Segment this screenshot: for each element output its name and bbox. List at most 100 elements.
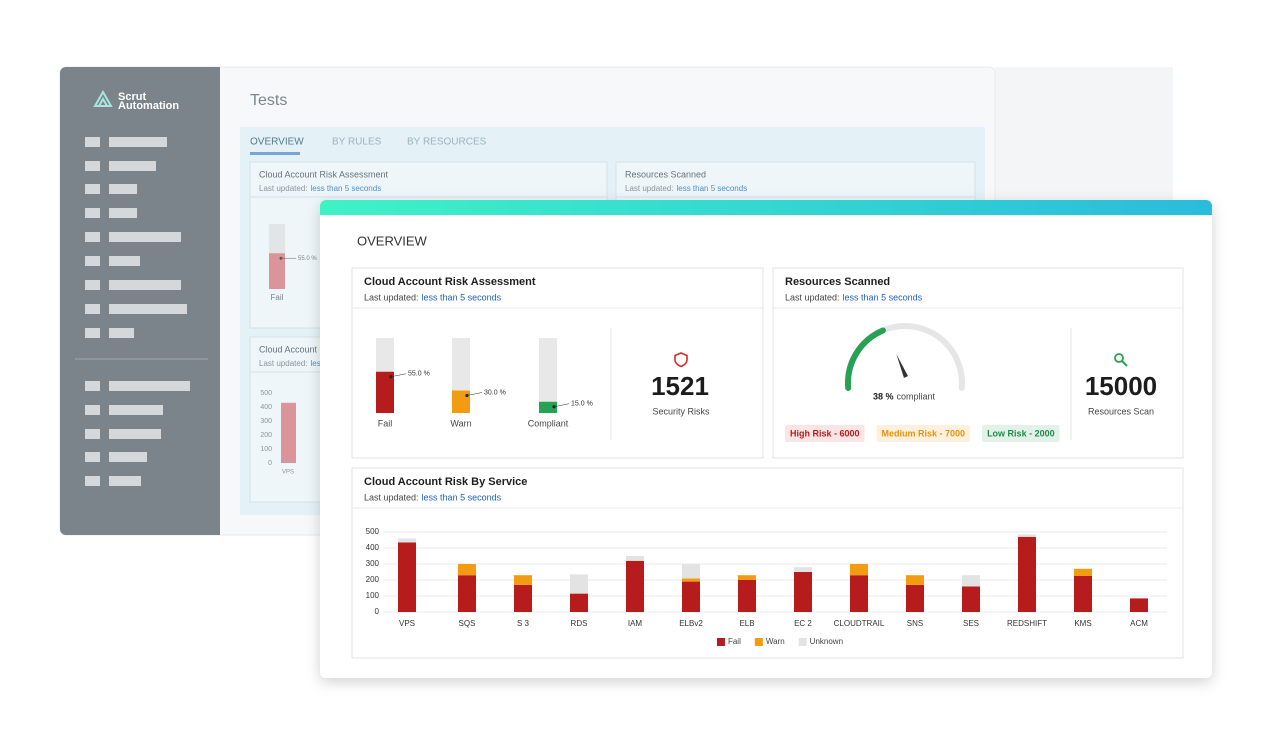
bar-label: 15.0 % bbox=[571, 401, 593, 408]
tab[interactable]: BY RESOURCES bbox=[407, 137, 487, 148]
card bbox=[351, 267, 764, 459]
top-band bbox=[320, 200, 1212, 215]
stat-value: 1521 bbox=[651, 371, 709, 401]
tab[interactable]: OVERVIEW bbox=[250, 137, 304, 148]
bar-segment bbox=[626, 556, 644, 561]
bar-segment bbox=[682, 578, 700, 582]
nav-icon[interactable] bbox=[85, 405, 100, 415]
updated-label: Last updated: bbox=[625, 184, 673, 193]
bar-segment bbox=[1130, 598, 1148, 612]
bar-segment bbox=[682, 581, 700, 612]
card bbox=[772, 267, 1184, 459]
nav-icon[interactable] bbox=[85, 184, 100, 194]
bar-segment bbox=[962, 575, 980, 587]
bar-segment bbox=[1074, 568, 1092, 576]
nav-icon[interactable] bbox=[85, 137, 100, 147]
nav-icon[interactable] bbox=[85, 476, 100, 486]
updated-label: Last updated: bbox=[364, 292, 419, 302]
nav-icon[interactable] bbox=[85, 381, 100, 391]
nav-icon[interactable] bbox=[85, 208, 100, 218]
legend-label: Warn bbox=[766, 637, 785, 646]
x-tick-label: IAM bbox=[628, 619, 643, 628]
updated-value: less than 5 seconds bbox=[843, 292, 923, 302]
nav-item[interactable] bbox=[109, 452, 147, 462]
nav-icon[interactable] bbox=[85, 328, 100, 338]
gauge-label: 38 % bbox=[873, 391, 894, 401]
x-tick-label: ELBv2 bbox=[679, 619, 703, 628]
bar-track bbox=[539, 338, 557, 413]
nav-icon[interactable] bbox=[85, 256, 100, 266]
card-title: Cloud Account Risk Assessment bbox=[364, 276, 536, 288]
y-tick-label: 100 bbox=[366, 591, 380, 600]
nav-item[interactable] bbox=[109, 280, 181, 290]
legend-label: Unknown bbox=[810, 637, 843, 646]
card-title: Resources Scanned bbox=[785, 276, 890, 288]
updated-label: Last updated: bbox=[785, 292, 840, 302]
nav-icon[interactable] bbox=[85, 429, 100, 439]
stat-label: Security Risks bbox=[652, 406, 710, 416]
gauge-fill bbox=[845, 327, 886, 391]
nav-icon[interactable] bbox=[85, 280, 100, 290]
bar-segment bbox=[398, 538, 416, 543]
x-tick-label: ACM bbox=[1130, 619, 1148, 628]
x-tick-label: S 3 bbox=[517, 619, 530, 628]
x-tick-label: CLOUDTRAIL bbox=[834, 619, 885, 628]
y-tick-label: 500 bbox=[260, 390, 272, 397]
bar-segment bbox=[626, 560, 644, 612]
nav-item[interactable] bbox=[109, 184, 137, 194]
card-title: Resources Scanned bbox=[625, 169, 706, 179]
nav-icon[interactable] bbox=[85, 452, 100, 462]
bar-segment bbox=[906, 584, 924, 612]
bar-label: 55.0 % bbox=[298, 256, 317, 262]
risk-badge bbox=[876, 425, 971, 442]
y-tick-label: 500 bbox=[366, 527, 380, 536]
nav-item[interactable] bbox=[109, 429, 161, 439]
nav-item[interactable] bbox=[109, 256, 140, 266]
bar-category: Warn bbox=[450, 418, 471, 428]
nav-item[interactable] bbox=[109, 232, 181, 242]
updated-label: Last updated: bbox=[259, 359, 307, 368]
legend-swatch bbox=[798, 638, 807, 646]
bar bbox=[376, 371, 394, 413]
nav-item[interactable] bbox=[109, 137, 167, 147]
risk-badge-text: Low Risk - 2000 bbox=[987, 428, 1055, 438]
x-tick-label: REDSHIFT bbox=[1007, 619, 1047, 628]
bar bbox=[539, 401, 557, 413]
bar-leader bbox=[466, 392, 483, 396]
bar-leader bbox=[553, 403, 570, 408]
bar-segment bbox=[738, 580, 756, 612]
bar-segment bbox=[738, 575, 756, 580]
logo-text: Scrut bbox=[118, 91, 146, 103]
bar-category: Fail bbox=[271, 293, 284, 302]
x-tick-label: VPS bbox=[282, 470, 294, 476]
bar-segment bbox=[1018, 536, 1036, 612]
x-tick-label: EC 2 bbox=[794, 619, 812, 628]
overview-title: OVERVIEW bbox=[357, 233, 428, 248]
nav-item[interactable] bbox=[109, 304, 187, 314]
bar-segment bbox=[514, 575, 532, 585]
stat-value: 15000 bbox=[1085, 371, 1157, 401]
sidebar-edge bbox=[200, 67, 220, 535]
nav-item[interactable] bbox=[109, 405, 163, 415]
bar-segment bbox=[458, 575, 476, 612]
nav-icon[interactable] bbox=[85, 304, 100, 314]
legend-swatch bbox=[716, 638, 725, 646]
bar-segment bbox=[514, 584, 532, 612]
nav-item[interactable] bbox=[109, 476, 141, 486]
tab[interactable]: BY RULES bbox=[332, 137, 382, 148]
bar-segment bbox=[850, 575, 868, 612]
y-tick-label: 400 bbox=[260, 404, 272, 411]
nav-item[interactable] bbox=[109, 381, 190, 391]
legend-swatch bbox=[754, 638, 763, 646]
risk-badge bbox=[982, 425, 1060, 442]
nav-item[interactable] bbox=[109, 208, 137, 218]
y-tick-label: 300 bbox=[260, 418, 272, 425]
nav-item[interactable] bbox=[109, 161, 156, 171]
bar-segment bbox=[458, 564, 476, 576]
bar-segment bbox=[570, 574, 588, 594]
nav-icon[interactable] bbox=[85, 232, 100, 242]
nav-icon[interactable] bbox=[85, 161, 100, 171]
updated-label: Last updated: bbox=[259, 184, 307, 193]
nav-item[interactable] bbox=[109, 328, 134, 338]
